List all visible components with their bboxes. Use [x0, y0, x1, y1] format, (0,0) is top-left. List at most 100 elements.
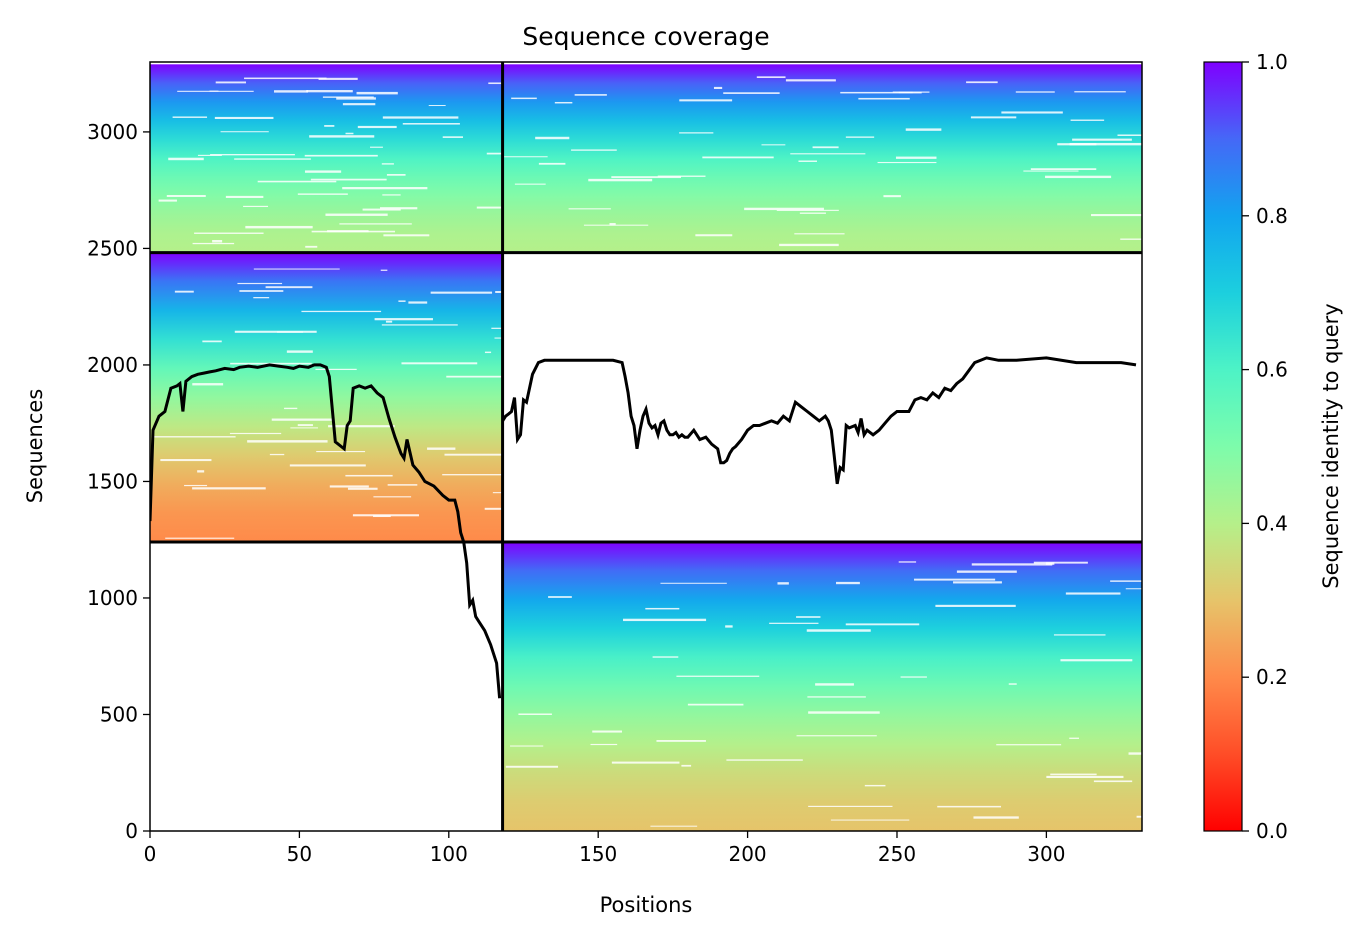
colorbar-ticks: 0.0 0.2 0.4 0.6 0.8 1.0 — [1242, 50, 1288, 843]
gap-mark — [172, 116, 208, 118]
gap-mark — [996, 744, 1062, 746]
gap-mark — [430, 291, 493, 294]
gap-mark — [1072, 138, 1132, 141]
gap-mark — [305, 245, 318, 248]
gap-mark — [510, 745, 544, 747]
gap-mark — [386, 174, 406, 176]
gap-mark — [166, 195, 206, 197]
gap-mark — [611, 761, 680, 764]
gap-mark — [761, 144, 786, 146]
gap-mark — [352, 514, 420, 517]
gap-mark — [325, 213, 388, 216]
gap-mark — [796, 616, 821, 618]
gap-mark — [444, 453, 503, 456]
gap-mark — [192, 383, 224, 386]
gap-mark — [243, 205, 269, 208]
gap-mark — [1117, 134, 1142, 136]
gap-mark — [383, 234, 430, 237]
y-tick-label: 0 — [125, 819, 138, 843]
x-tick-label: 200 — [728, 842, 766, 866]
gap-mark — [210, 154, 295, 156]
gap-mark — [284, 407, 298, 410]
gap-mark — [385, 320, 393, 323]
chart-title: Sequence coverage — [522, 22, 769, 51]
gap-mark — [316, 450, 366, 453]
gap-mark — [588, 178, 653, 182]
gap-mark — [548, 596, 572, 598]
colorbar-label: Sequence identity to query — [1319, 303, 1343, 588]
gap-mark — [660, 582, 727, 584]
gap-mark — [309, 135, 375, 138]
gap-mark — [1065, 592, 1121, 595]
gap-mark — [1046, 775, 1124, 779]
gap-mark — [257, 180, 337, 183]
gap-mark — [877, 161, 937, 164]
gap-mark — [592, 730, 622, 733]
gap-mark — [1045, 562, 1055, 565]
gap-mark — [239, 290, 284, 292]
gap-mark — [336, 97, 376, 100]
gap-mark — [1093, 780, 1133, 783]
gap-mark — [914, 578, 996, 581]
gap-mark — [328, 425, 395, 428]
gap-mark — [286, 350, 313, 353]
colorbar-tick-label: 0.2 — [1256, 665, 1288, 689]
gap-mark — [779, 243, 839, 247]
gap-mark — [1128, 752, 1142, 755]
gap-mark — [492, 492, 503, 494]
gap-mark — [807, 696, 866, 698]
gap-mark — [840, 91, 922, 94]
gap-mark — [806, 629, 871, 632]
gap-mark — [790, 153, 866, 155]
gap-mark — [744, 207, 824, 211]
gap-mark — [935, 604, 1016, 607]
gap-mark — [1074, 91, 1126, 93]
gap-mark — [192, 487, 266, 490]
x-tick-label: 150 — [579, 842, 617, 866]
gap-mark — [315, 368, 357, 371]
gap-mark — [345, 132, 354, 135]
y-axis-ticks: 0 500 1000 1500 2000 2500 3000 — [87, 120, 150, 843]
x-tick-label: 50 — [287, 842, 312, 866]
gap-mark — [726, 759, 803, 761]
gap-mark — [656, 740, 706, 742]
gap-mark — [1091, 214, 1142, 217]
y-axis-label: Sequences — [23, 389, 47, 504]
colorbar — [1203, 61, 1243, 832]
gap-mark — [342, 187, 428, 190]
gap-mark — [1060, 659, 1133, 662]
gap-mark — [194, 232, 264, 234]
gap-mark — [225, 195, 264, 198]
gap-mark — [574, 94, 607, 96]
gap-mark — [1001, 111, 1063, 114]
gap-mark — [511, 97, 537, 100]
gap-mark — [329, 485, 369, 488]
gap-mark — [679, 99, 733, 102]
gap-mark — [197, 154, 222, 156]
gap-mark — [695, 234, 733, 237]
colorbar-tick-label: 0.8 — [1256, 204, 1288, 228]
gap-mark — [442, 474, 503, 476]
gap-mark — [858, 97, 910, 100]
gap-mark — [657, 175, 706, 177]
gap-mark — [1069, 737, 1080, 739]
gap-mark — [382, 116, 459, 119]
gap-mark — [623, 618, 707, 622]
gap-mark — [777, 582, 789, 585]
gap-mark — [289, 464, 366, 467]
gap-mark — [234, 330, 317, 333]
x-tick-label: 250 — [878, 842, 916, 866]
gap-mark — [253, 268, 340, 270]
gap-mark — [373, 496, 412, 498]
gap-mark — [702, 156, 774, 159]
gap-mark — [973, 816, 1019, 819]
colorbar-tick-label: 0.6 — [1256, 358, 1288, 382]
gap-mark — [1023, 170, 1079, 172]
gap-mark — [488, 82, 503, 85]
gap-mark — [297, 193, 348, 195]
gap-mark — [681, 764, 692, 767]
gap-mark — [215, 81, 247, 84]
gap-mark — [808, 711, 880, 714]
gap-mark — [645, 607, 680, 610]
gap-mark — [476, 206, 503, 209]
